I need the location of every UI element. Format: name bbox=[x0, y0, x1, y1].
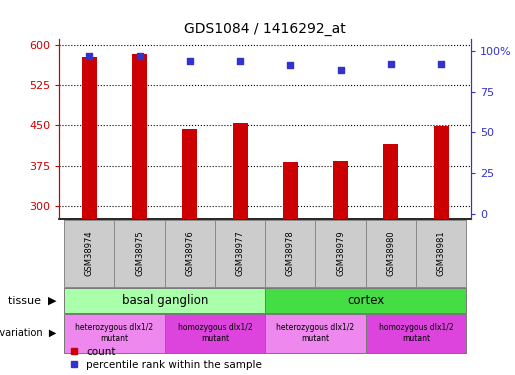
Text: GSM38975: GSM38975 bbox=[135, 231, 144, 276]
Bar bbox=[265, 288, 466, 313]
Point bbox=[286, 63, 295, 69]
Bar bbox=[265, 314, 366, 352]
Bar bbox=[64, 288, 265, 313]
Bar bbox=[165, 220, 215, 287]
Text: GSM38976: GSM38976 bbox=[185, 231, 194, 276]
Legend: count, percentile rank within the sample: count, percentile rank within the sample bbox=[70, 346, 262, 370]
Point bbox=[85, 53, 94, 58]
Point bbox=[387, 61, 395, 67]
Bar bbox=[316, 220, 366, 287]
Bar bbox=[434, 126, 449, 367]
Bar bbox=[165, 314, 265, 352]
Text: GSM38977: GSM38977 bbox=[235, 231, 245, 276]
Bar bbox=[283, 162, 298, 367]
Text: tissue  ▶: tissue ▶ bbox=[8, 296, 57, 305]
Bar bbox=[333, 161, 348, 367]
Text: homozygous dlx1/2
mutant: homozygous dlx1/2 mutant bbox=[379, 324, 453, 343]
Bar bbox=[114, 220, 165, 287]
Point bbox=[135, 53, 144, 58]
Bar bbox=[366, 220, 416, 287]
Text: GSM38978: GSM38978 bbox=[286, 231, 295, 276]
Bar bbox=[64, 314, 165, 352]
Point bbox=[336, 68, 345, 74]
Text: GSM38979: GSM38979 bbox=[336, 231, 345, 276]
Text: heterozygous dlx1/2
mutant: heterozygous dlx1/2 mutant bbox=[75, 324, 153, 343]
Point bbox=[186, 57, 194, 63]
Point bbox=[236, 57, 244, 63]
Bar bbox=[182, 129, 197, 367]
Title: GDS1084 / 1416292_at: GDS1084 / 1416292_at bbox=[184, 22, 346, 36]
Bar bbox=[215, 220, 265, 287]
Bar bbox=[64, 220, 114, 287]
Bar bbox=[132, 54, 147, 367]
Text: basal ganglion: basal ganglion bbox=[122, 294, 208, 307]
Text: cortex: cortex bbox=[347, 294, 384, 307]
Text: GSM38981: GSM38981 bbox=[437, 231, 445, 276]
Text: GSM38980: GSM38980 bbox=[386, 231, 396, 276]
Bar bbox=[265, 220, 316, 287]
Bar bbox=[82, 57, 97, 367]
Text: heterozygous dlx1/2
mutant: heterozygous dlx1/2 mutant bbox=[277, 324, 354, 343]
Bar bbox=[366, 314, 466, 352]
Text: genotype/variation  ▶: genotype/variation ▶ bbox=[0, 328, 57, 338]
Text: GSM38974: GSM38974 bbox=[85, 231, 94, 276]
Bar bbox=[233, 123, 248, 367]
Bar bbox=[416, 220, 466, 287]
Point bbox=[437, 61, 445, 67]
Text: homozygous dlx1/2
mutant: homozygous dlx1/2 mutant bbox=[178, 324, 252, 343]
Bar bbox=[383, 144, 399, 367]
